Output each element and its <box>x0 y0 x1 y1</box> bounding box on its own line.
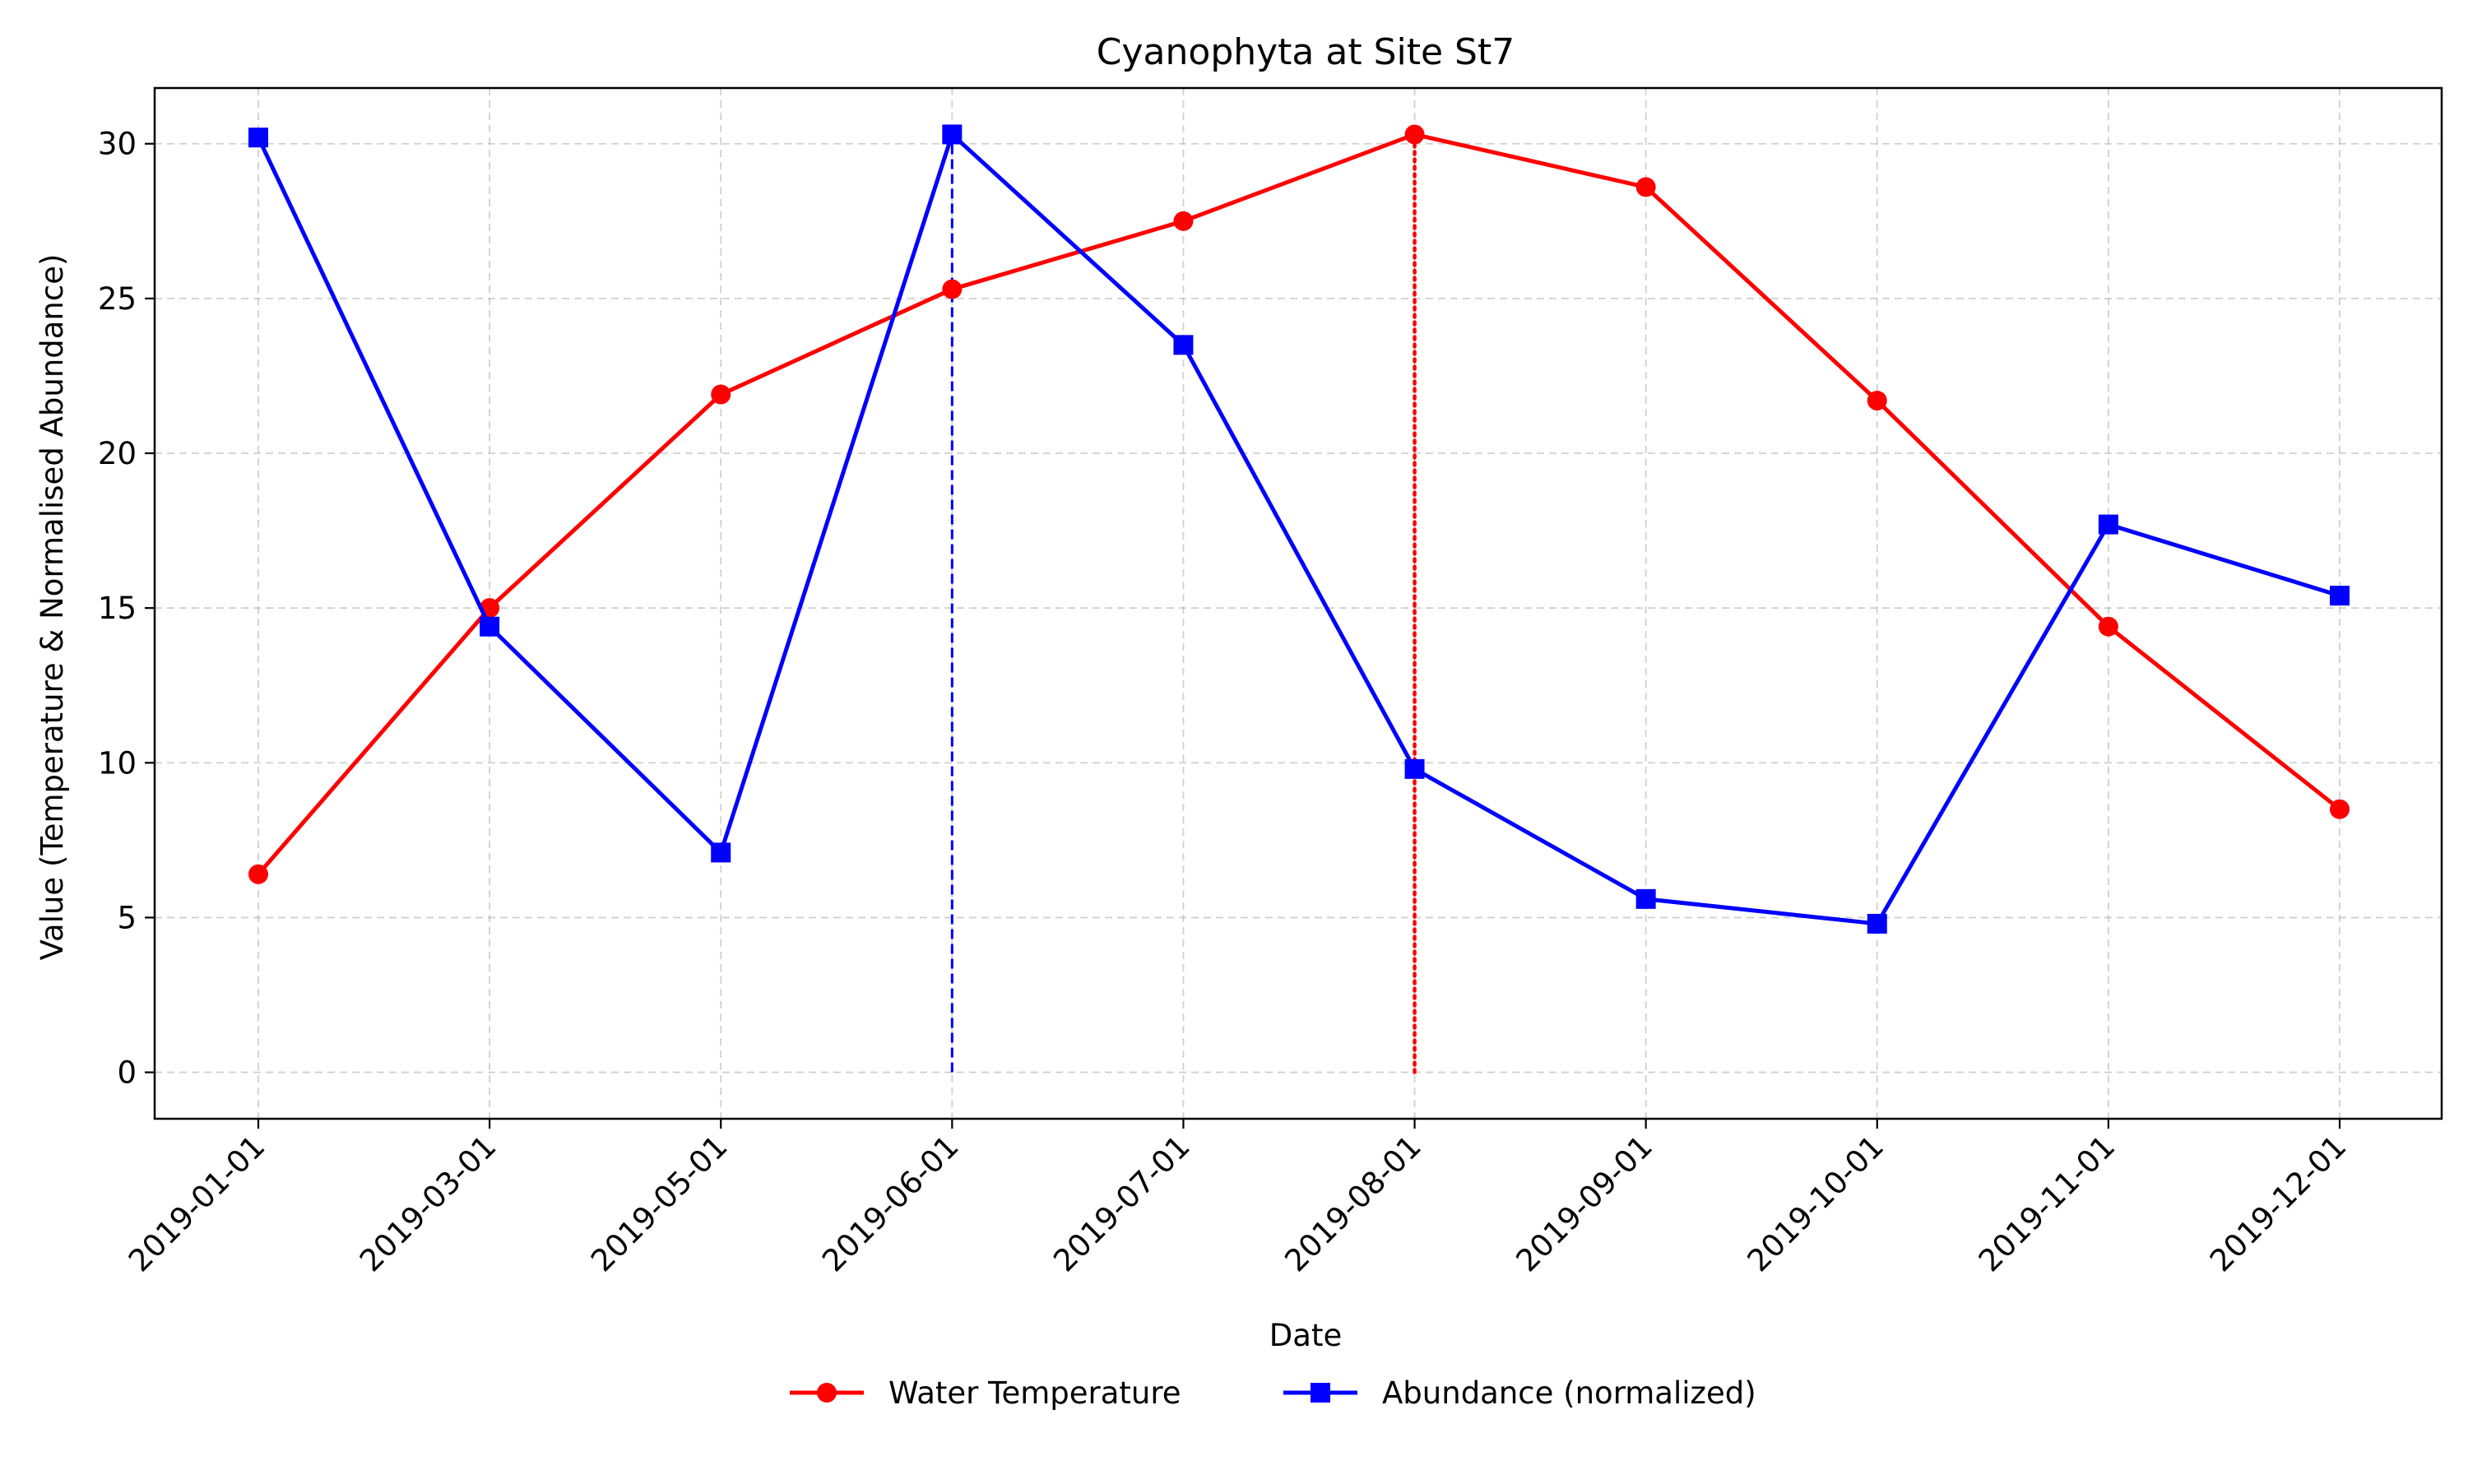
data-point <box>942 279 963 299</box>
data-point <box>1404 124 1425 145</box>
data-point <box>2098 514 2118 535</box>
data-point <box>2330 586 2350 606</box>
y-tick-label: 10 <box>98 745 137 781</box>
series-1 <box>248 124 2350 884</box>
data-point <box>711 842 731 863</box>
series-line <box>257 132 2341 876</box>
legend-marker <box>1311 1383 1330 1403</box>
y-tick-label: 5 <box>117 900 137 935</box>
legend-label: Water Temperature <box>888 1375 1181 1411</box>
data-point <box>1635 888 1656 909</box>
data-point <box>1867 391 1887 411</box>
data-point <box>1635 177 1656 197</box>
annotations <box>950 132 1417 1074</box>
series <box>248 124 2350 934</box>
chart-title: Cyanophyta at Site St7 <box>1097 31 1515 73</box>
data-point <box>1173 211 1194 231</box>
y-tick-label: 15 <box>98 591 137 626</box>
legend-item-1: Water Temperature <box>790 1375 1181 1411</box>
plot-frame <box>153 86 2443 1120</box>
x-axis-label: Date <box>1269 1318 1342 1353</box>
y-axis-label: Value (Temperature & Normalised Abundanc… <box>35 254 70 961</box>
y-tick-label: 25 <box>98 281 137 317</box>
data-point <box>942 124 963 145</box>
y-tick-label: 30 <box>98 127 137 162</box>
legend-item-2: Abundance (normalized) <box>1283 1375 1756 1411</box>
data-point <box>711 384 731 405</box>
legend-label: Abundance (normalized) <box>1382 1375 1756 1411</box>
data-point <box>2330 799 2350 819</box>
y-tick-label: 20 <box>98 436 137 471</box>
data-point <box>2098 616 2118 637</box>
data-point <box>1404 758 1425 779</box>
y-tick-label: 0 <box>117 1055 137 1091</box>
data-point <box>248 128 268 148</box>
series-2 <box>248 124 2350 934</box>
series-line <box>256 132 2340 926</box>
data-point <box>1867 913 1887 934</box>
legend: Water Temperature Abundance (normalized) <box>790 1375 1756 1411</box>
data-point <box>480 616 500 637</box>
data-point <box>248 864 268 884</box>
legend-marker <box>817 1383 837 1403</box>
data-point <box>1173 335 1194 355</box>
